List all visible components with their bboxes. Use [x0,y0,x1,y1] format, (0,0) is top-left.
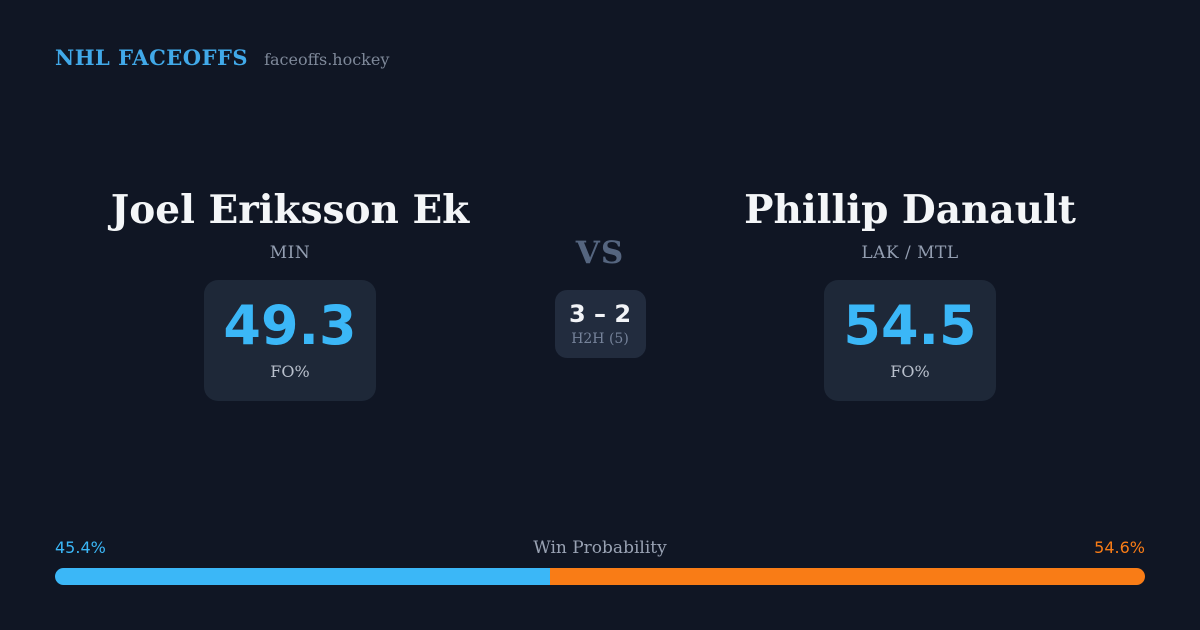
site-url: faceoffs.hockey [264,50,390,69]
head-to-head-label: H2H (5) [571,330,629,347]
left-faceoff-stat-card: 49.3 FO% [204,279,376,401]
right-player-column: Phillip Danault LAK / MTL 54.5 FO% [675,188,1145,401]
center-column: VS 3 – 2 H2H (5) [525,188,675,358]
win-probability-title: Win Probability [533,538,667,558]
right-faceoff-pct: 54.5 [843,294,977,358]
win-probability-bar-left-segment [55,568,550,585]
win-probability-labels: 45.4% Win Probability 54.6% [55,538,1145,558]
vs-label: VS [575,235,625,271]
win-probability-bar-right-segment [549,568,1145,585]
right-player-team: LAK / MTL [861,242,959,263]
win-probability-section: 45.4% Win Probability 54.6% [55,538,1145,585]
right-faceoff-stat-card: 54.5 FO% [824,279,996,401]
left-win-probability: 45.4% [55,538,106,557]
head-to-head-card: 3 – 2 H2H (5) [554,290,646,358]
head-to-head-score: 3 – 2 [568,299,632,328]
left-player-name: Joel Eriksson Ek [110,187,470,233]
right-faceoff-pct-label: FO% [890,362,930,382]
brand-title: NHL FACEOFFS [55,45,249,70]
header: NHL FACEOFFS faceoffs.hockey [55,45,1145,70]
left-faceoff-pct-label: FO% [270,362,310,382]
left-faceoff-pct: 49.3 [223,294,357,358]
win-probability-bar [55,568,1145,585]
right-win-probability: 54.6% [1094,538,1145,557]
right-player-name: Phillip Danault [744,187,1076,233]
left-player-column: Joel Eriksson Ek MIN 49.3 FO% [55,188,525,401]
matchup-row: Joel Eriksson Ek MIN 49.3 FO% VS 3 – 2 H… [55,188,1145,401]
left-player-team: MIN [269,242,311,263]
